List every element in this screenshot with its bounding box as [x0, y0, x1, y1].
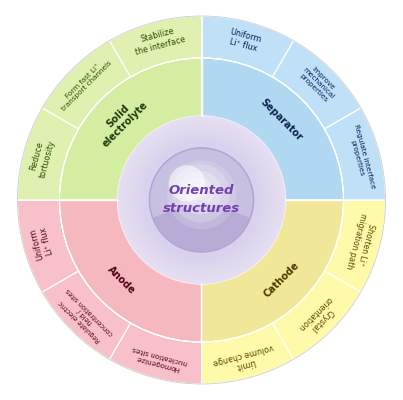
Circle shape [169, 165, 205, 202]
Wedge shape [278, 86, 316, 124]
Text: Uniform
Li⁺ flux: Uniform Li⁺ flux [226, 27, 262, 54]
Wedge shape [325, 139, 339, 191]
Wedge shape [202, 200, 343, 342]
Text: Improve
mechanical
properties: Improve mechanical properties [297, 62, 340, 105]
Wedge shape [60, 200, 202, 342]
Wedge shape [17, 108, 202, 200]
Text: Reduce
tortuosity: Reduce tortuosity [28, 136, 56, 178]
Wedge shape [202, 58, 343, 200]
Wedge shape [64, 139, 78, 191]
Wedge shape [110, 200, 202, 384]
Circle shape [167, 160, 236, 229]
Circle shape [192, 185, 207, 200]
Circle shape [185, 178, 214, 207]
Wedge shape [153, 200, 250, 252]
Circle shape [178, 171, 222, 214]
Wedge shape [325, 209, 339, 261]
Wedge shape [202, 108, 386, 200]
Text: Homogenize
nucleation sites: Homogenize nucleation sites [130, 346, 188, 373]
Wedge shape [202, 200, 386, 292]
Text: Crystal
orientation: Crystal orientation [296, 294, 341, 339]
Wedge shape [141, 324, 193, 338]
Wedge shape [42, 200, 202, 359]
Text: Shorten Li⁺
migration path: Shorten Li⁺ migration path [344, 212, 378, 273]
Text: Uniform
Li⁺ flux: Uniform Li⁺ flux [29, 224, 56, 261]
Wedge shape [141, 62, 193, 76]
Wedge shape [202, 200, 293, 384]
Circle shape [171, 164, 230, 222]
Wedge shape [202, 16, 293, 200]
Wedge shape [210, 62, 262, 76]
Text: Regulate interface
properties: Regulate interface properties [346, 124, 376, 191]
Wedge shape [202, 58, 343, 200]
Wedge shape [60, 58, 202, 200]
Wedge shape [202, 200, 361, 359]
Wedge shape [17, 200, 202, 292]
Text: Form fast Li⁺
transport channels: Form fast Li⁺ transport channels [56, 55, 113, 112]
Text: Solid
electrolyte: Solid electrolyte [93, 91, 150, 149]
Wedge shape [202, 41, 361, 200]
Wedge shape [60, 58, 202, 200]
Wedge shape [87, 276, 125, 314]
Text: Limit
volume change: Limit volume change [212, 342, 277, 377]
Wedge shape [64, 209, 78, 261]
Circle shape [118, 116, 285, 284]
Text: Separator: Separator [258, 97, 304, 143]
Text: Regulate electric
field /
concentration sites: Regulate electric field / concentration … [55, 287, 114, 346]
Wedge shape [210, 324, 262, 338]
Text: Cathode: Cathode [262, 260, 301, 300]
Wedge shape [110, 16, 202, 200]
Text: Oriented
structures: Oriented structures [163, 184, 240, 216]
Wedge shape [202, 200, 343, 342]
Text: Anode: Anode [106, 264, 137, 296]
Wedge shape [60, 200, 202, 342]
Wedge shape [42, 41, 202, 200]
Circle shape [150, 148, 253, 252]
Wedge shape [87, 86, 125, 124]
Text: Stabilize
the interface: Stabilize the interface [131, 24, 186, 57]
Wedge shape [278, 276, 316, 314]
